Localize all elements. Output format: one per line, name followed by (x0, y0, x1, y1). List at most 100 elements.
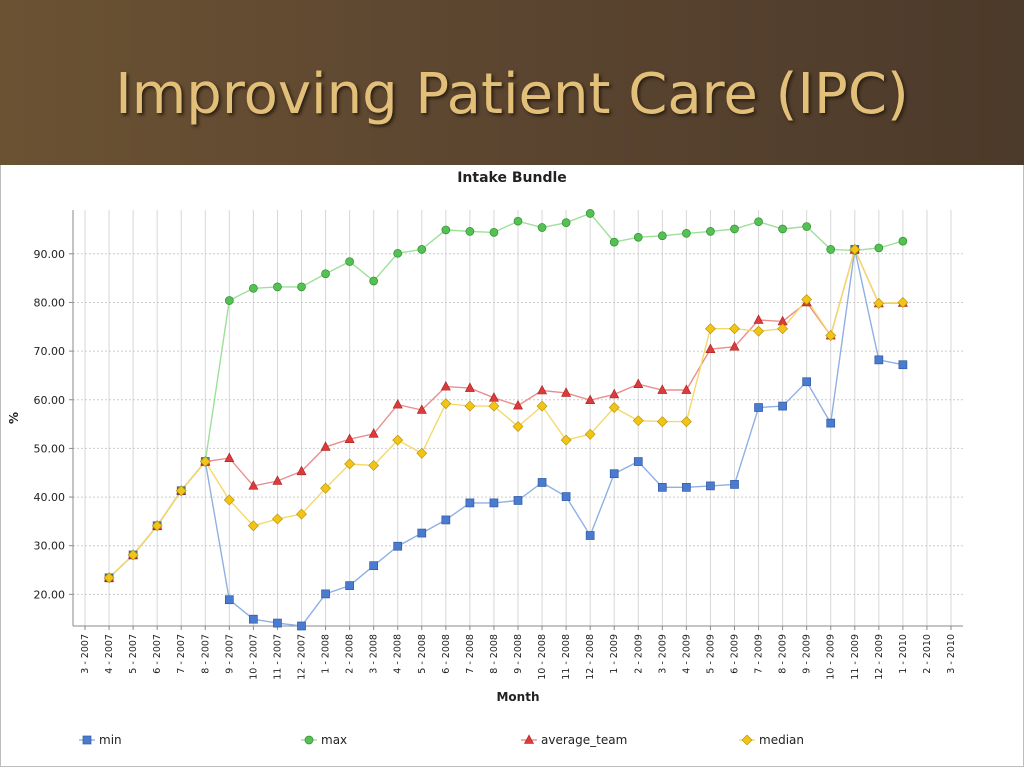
data-point (729, 341, 740, 351)
series-line (108, 249, 904, 627)
x-tick-label: 12 - 2008 (585, 634, 596, 680)
data-point (706, 227, 715, 236)
data-point (247, 520, 259, 532)
data-point (513, 216, 523, 226)
data-point (705, 343, 716, 353)
data-point (560, 434, 572, 446)
x-tick-label: 4 - 2009 (681, 634, 692, 674)
data-point (344, 458, 356, 470)
data-point (778, 224, 787, 234)
data-point (801, 294, 813, 305)
series-line (108, 247, 903, 579)
legend-label: average_team (541, 733, 627, 747)
slide-header: Improving Patient Care (IPC) (0, 0, 1024, 165)
x-tick-label: 2 - 2010 (922, 634, 933, 674)
data-point (393, 248, 403, 258)
x-tick-label: 5 - 2009 (705, 634, 716, 674)
data-point (657, 384, 668, 394)
data-point (369, 561, 379, 571)
data-point (825, 330, 837, 341)
data-point (273, 618, 282, 628)
data-point (584, 428, 596, 440)
data-point (296, 465, 307, 476)
data-point (609, 469, 619, 479)
plot-series (103, 209, 909, 631)
data-point (393, 541, 403, 551)
data-point (321, 269, 330, 279)
data-point (320, 482, 331, 494)
data-point (223, 494, 235, 506)
data-point (441, 225, 451, 235)
legend-marker (524, 734, 534, 744)
series-max (108, 212, 904, 579)
y-tick-label: 30.00 (34, 540, 66, 553)
y-tick-label: 90.00 (34, 248, 66, 261)
data-point (103, 572, 115, 584)
y-tick-label: 50.00 (34, 442, 66, 455)
series-markers-median (103, 243, 909, 584)
chart-legend: min max average_team median (79, 733, 804, 747)
data-point (249, 283, 258, 293)
data-point (682, 482, 691, 492)
x-tick-label: 2 - 2009 (633, 634, 644, 674)
data-point (585, 394, 596, 405)
data-point (369, 276, 379, 286)
plot-grid (73, 210, 963, 626)
data-point (273, 282, 282, 292)
data-point (753, 325, 764, 337)
line-chart: Intake Bundle 3 - 2007 4 - 2007 5 - 2007 6 … (7, 170, 963, 747)
x-tick-label: 10 - 2008 (537, 634, 548, 680)
data-point (561, 387, 572, 397)
data-point (826, 245, 836, 254)
data-point (561, 492, 571, 501)
series-line (108, 212, 904, 579)
slide-title: Improving Patient Care (IPC) (115, 62, 909, 127)
data-point (321, 589, 330, 599)
data-point (151, 520, 163, 532)
data-point (898, 360, 908, 370)
data-point (513, 496, 523, 505)
data-point (754, 217, 763, 227)
series-line (108, 247, 903, 579)
data-point (633, 232, 643, 242)
data-point (754, 403, 763, 412)
data-point (199, 456, 211, 467)
data-point (224, 296, 234, 305)
x-tick-label: 11 - 2009 (850, 634, 861, 680)
data-point (682, 229, 691, 238)
x-tick-label: 8 - 2009 (778, 634, 789, 674)
data-point (657, 231, 667, 241)
x-tick-label: 9 - 2007 (224, 634, 235, 674)
data-point (753, 314, 764, 324)
data-point (513, 399, 523, 410)
x-tick-label: 6 - 2007 (152, 634, 163, 674)
data-point (464, 400, 476, 412)
y-tick-label: 80.00 (34, 296, 66, 309)
data-point (368, 460, 380, 471)
x-tick-label: 6 - 2008 (441, 634, 452, 674)
data-point (175, 485, 187, 497)
x-tick-label: 4 - 2008 (393, 634, 404, 674)
series-markers-max (104, 209, 908, 583)
legend-marker (304, 735, 314, 745)
data-point (537, 384, 548, 395)
data-point (465, 498, 475, 508)
data-point (344, 433, 355, 443)
plot-axes: 3 - 2007 4 - 2007 5 - 2007 6 - 2007 7 - 2007… (34, 210, 963, 680)
data-point (489, 228, 499, 237)
data-point (512, 421, 524, 432)
x-tick-label: 12 - 2007 (297, 634, 308, 680)
legend-item-min: min (79, 733, 122, 747)
x-tick-label: 12 - 2009 (874, 634, 885, 680)
x-tick-label: 6 - 2009 (730, 634, 741, 674)
x-tick-label: 7 - 2008 (465, 634, 476, 674)
data-point (345, 257, 354, 266)
data-point (416, 404, 427, 414)
x-tick-label: 5 - 2007 (128, 634, 139, 674)
y-tick-label: 20.00 (34, 588, 66, 601)
chart-title: Intake Bundle (457, 170, 567, 186)
data-point (320, 441, 331, 451)
data-point (440, 398, 452, 410)
data-point (272, 513, 283, 525)
data-point (633, 457, 643, 466)
